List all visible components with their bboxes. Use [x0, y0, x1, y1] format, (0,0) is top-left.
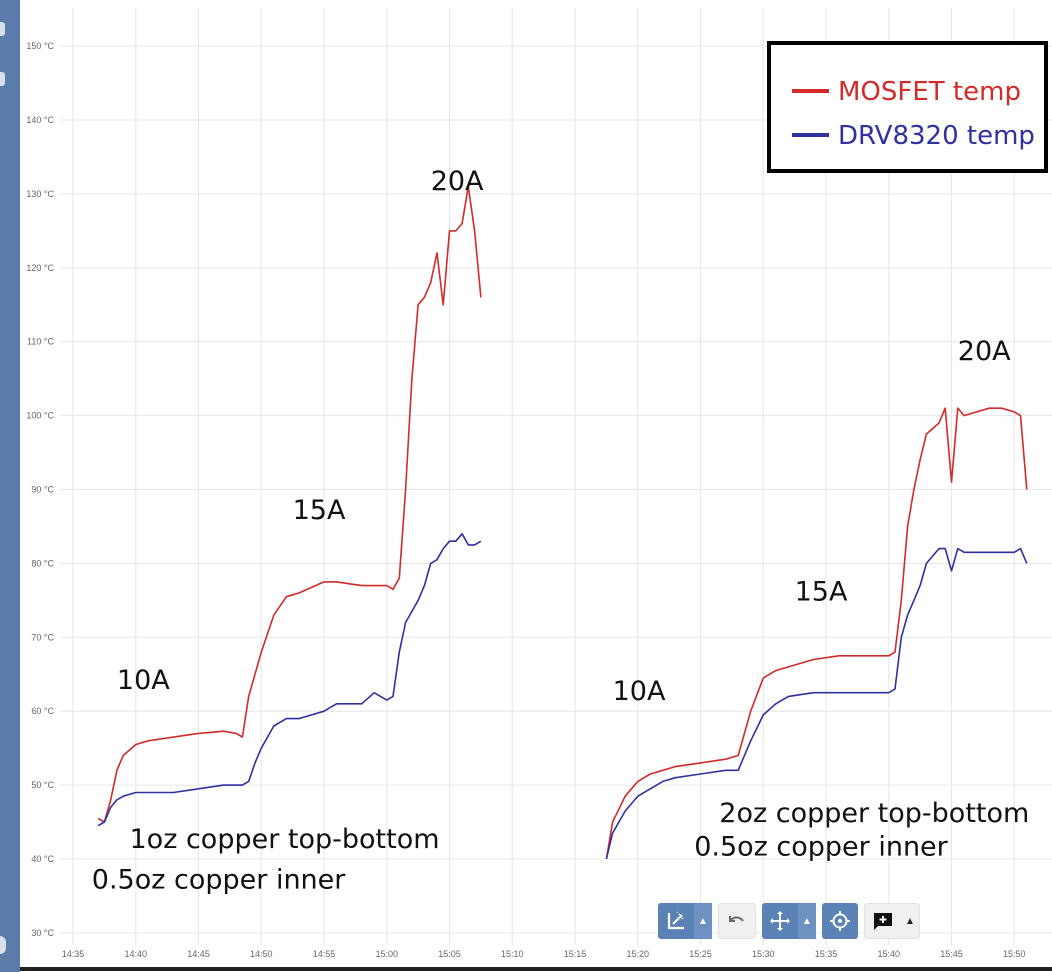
x-tick-label: 15:05 — [438, 949, 461, 959]
x-tick-label: 15:00 — [375, 949, 398, 959]
legend-label-drv8320: DRV8320 temp — [838, 121, 1035, 151]
pan-button[interactable]: ▲ — [762, 903, 816, 939]
y-tick-label: 140 °C — [26, 115, 54, 125]
annotations: 10A 15A 20A 10A 15A 20A 1oz copper top-bottom 0… — [92, 166, 1030, 895]
y-tick-label: 120 °C — [26, 263, 54, 273]
y-tick-label: 130 °C — [26, 189, 54, 199]
y-tick-label: 40 °C — [31, 854, 54, 864]
box-zoom-button[interactable]: ▲ — [658, 903, 712, 939]
chart-toolbar: ▲ ▲ ▲ — [658, 902, 920, 940]
left-sidebar-strip — [0, 0, 20, 972]
series-line-drv8320-1 — [97, 532, 482, 827]
y-axis-ticks: 150 °C 140 °C 130 °C 120 °C 110 °C 100 °C 90 °… — [26, 41, 54, 938]
annotation-label: 0.5oz copper inner — [92, 865, 346, 896]
annotation-label: 10A — [613, 676, 666, 707]
y-tick-label: 90 °C — [31, 485, 54, 495]
x-tick-label: 15:10 — [501, 949, 524, 959]
annotation-label: 10A — [117, 665, 170, 696]
y-tick-label: 50 °C — [31, 780, 54, 790]
x-tick-label: 15:35 — [815, 949, 838, 959]
zoom-select-icon — [658, 903, 694, 939]
legend: MOSFET temp DRV8320 temp — [767, 41, 1048, 173]
y-tick-label: 60 °C — [31, 706, 54, 716]
annotate-button[interactable]: ▲ — [864, 903, 920, 939]
reset-zoom-button[interactable] — [822, 903, 858, 939]
x-tick-label: 15:40 — [877, 949, 900, 959]
y-tick-label: 80 °C — [31, 558, 54, 568]
annotation-label: 1oz copper top-bottom — [130, 824, 440, 855]
caret-up-icon[interactable]: ▲ — [694, 903, 712, 939]
x-tick-label: 15:50 — [1003, 949, 1026, 959]
y-tick-label: 150 °C — [26, 41, 54, 51]
x-tick-label: 14:45 — [187, 949, 210, 959]
y-tick-label: 100 °C — [26, 411, 54, 421]
sidebar-handle-icon[interactable] — [0, 72, 5, 86]
series-line-mosfet-1 — [97, 185, 482, 823]
x-tick-label: 15:30 — [752, 949, 775, 959]
x-axis-ticks: 14:35 14:40 14:45 14:50 14:55 15:00 15:05 15:10… — [62, 949, 1026, 959]
y-tick-label: 30 °C — [31, 928, 54, 938]
annotation-label: 0.5oz copper inner — [694, 831, 948, 862]
x-tick-label: 15:15 — [564, 949, 587, 959]
x-tick-label: 15:25 — [689, 949, 712, 959]
legend-box — [767, 41, 1048, 173]
x-tick-label: 14:50 — [250, 949, 273, 959]
x-tick-label: 14:40 — [124, 949, 147, 959]
x-tick-label: 15:45 — [940, 949, 963, 959]
series-line-mosfet-2 — [605, 407, 1028, 860]
x-tick-label: 14:55 — [313, 949, 336, 959]
caret-up-icon[interactable]: ▲ — [905, 915, 915, 927]
annotation-label: 15A — [293, 495, 346, 526]
annotation-label: 20A — [431, 166, 484, 197]
undo-icon — [719, 903, 755, 939]
x-tick-label: 15:20 — [626, 949, 649, 959]
annotation-label: 2oz copper top-bottom — [719, 798, 1029, 829]
sidebar-toggle-icon[interactable] — [0, 936, 6, 954]
y-tick-label: 110 °C — [27, 337, 54, 347]
x-tick-label: 14:35 — [62, 949, 85, 959]
undo-button[interactable] — [718, 903, 756, 939]
sidebar-handle-icon[interactable] — [0, 22, 5, 36]
series-lines — [97, 185, 1028, 860]
caret-up-icon[interactable]: ▲ — [798, 903, 816, 939]
annotation-label: 20A — [958, 336, 1011, 367]
pan-icon — [762, 903, 798, 939]
annotation-label: 15A — [795, 576, 848, 607]
y-tick-label: 70 °C — [31, 632, 54, 642]
legend-label-mosfet: MOSFET temp — [838, 77, 1021, 107]
series-line-drv8320-2 — [605, 547, 1028, 860]
target-icon — [822, 903, 858, 939]
add-comment-icon — [865, 903, 901, 939]
